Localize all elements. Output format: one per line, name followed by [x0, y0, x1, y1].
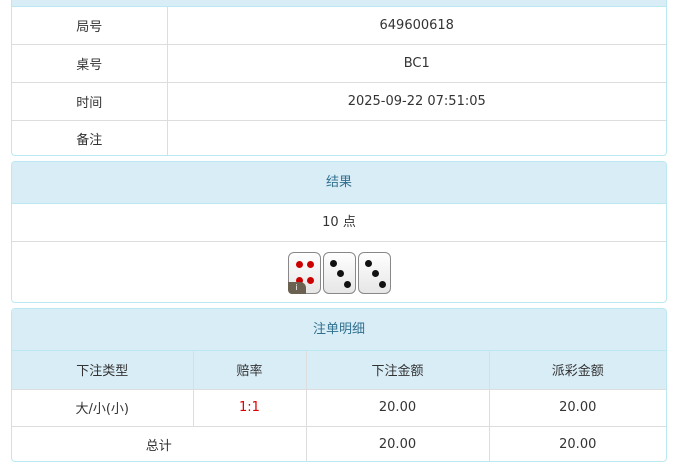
value-remark — [166, 119, 666, 155]
bet-payout: 20.00 — [488, 388, 666, 427]
table-row: 大/小(小) 1:1 20.00 20.00 — [12, 388, 666, 427]
bets-table: 下注类型 赔率 下注金额 派彩金额 大/小(小) 1:1 20.00 20.00… — [12, 351, 666, 461]
table-header-row: 下注类型 赔率 下注金额 派彩金额 — [12, 351, 666, 390]
label-remark: 备注 — [12, 119, 168, 155]
total-label: 总计 — [12, 425, 307, 461]
col-bet-amount: 下注金额 — [305, 351, 490, 390]
table-row: 备注 — [12, 119, 666, 155]
info-badge-icon[interactable]: i — [287, 281, 306, 294]
result-panel: 结果 10 点 i — [11, 161, 667, 303]
result-points: 10 点 — [12, 204, 666, 242]
value-round: 649600618 — [166, 7, 666, 45]
col-bet-type: 下注类型 — [12, 351, 194, 390]
total-amount: 20.00 — [305, 425, 490, 461]
dice-row: i — [12, 242, 666, 302]
label-round: 局号 — [12, 7, 168, 45]
bet-odds: 1:1 — [192, 388, 307, 427]
col-odds: 赔率 — [192, 351, 307, 390]
label-table: 桌号 — [12, 43, 168, 83]
table-row: 局号 649600618 — [12, 7, 666, 45]
label-time: 时间 — [12, 81, 168, 121]
bet-amount: 20.00 — [305, 388, 490, 427]
value-time: 2025-09-22 07:51:05 — [166, 81, 666, 121]
bet-type: 大/小(小) — [12, 388, 194, 427]
info-table: 局号 649600618 桌号 BC1 时间 2025-09-22 07:51:05 … — [12, 7, 666, 155]
result-title: 结果 — [12, 162, 666, 204]
table-row: 桌号 BC1 — [12, 43, 666, 83]
bets-title: 注单明细 — [12, 309, 666, 351]
total-payout: 20.00 — [488, 425, 666, 461]
table-row: 时间 2025-09-22 07:51:05 — [12, 81, 666, 121]
dice-three-icon — [322, 251, 356, 294]
info-panel-header — [12, 0, 666, 7]
total-row: 总计 20.00 20.00 — [12, 425, 666, 461]
dice-four-icon: i — [287, 251, 321, 294]
value-table: BC1 — [166, 43, 666, 83]
col-payout: 派彩金额 — [488, 351, 666, 390]
bets-panel: 注单明细 下注类型 赔率 下注金额 派彩金额 大/小(小) 1:1 20.00 … — [11, 308, 667, 462]
dice-three-icon — [357, 251, 391, 294]
info-panel: 局号 649600618 桌号 BC1 时间 2025-09-22 07:51:05 … — [11, 0, 667, 156]
